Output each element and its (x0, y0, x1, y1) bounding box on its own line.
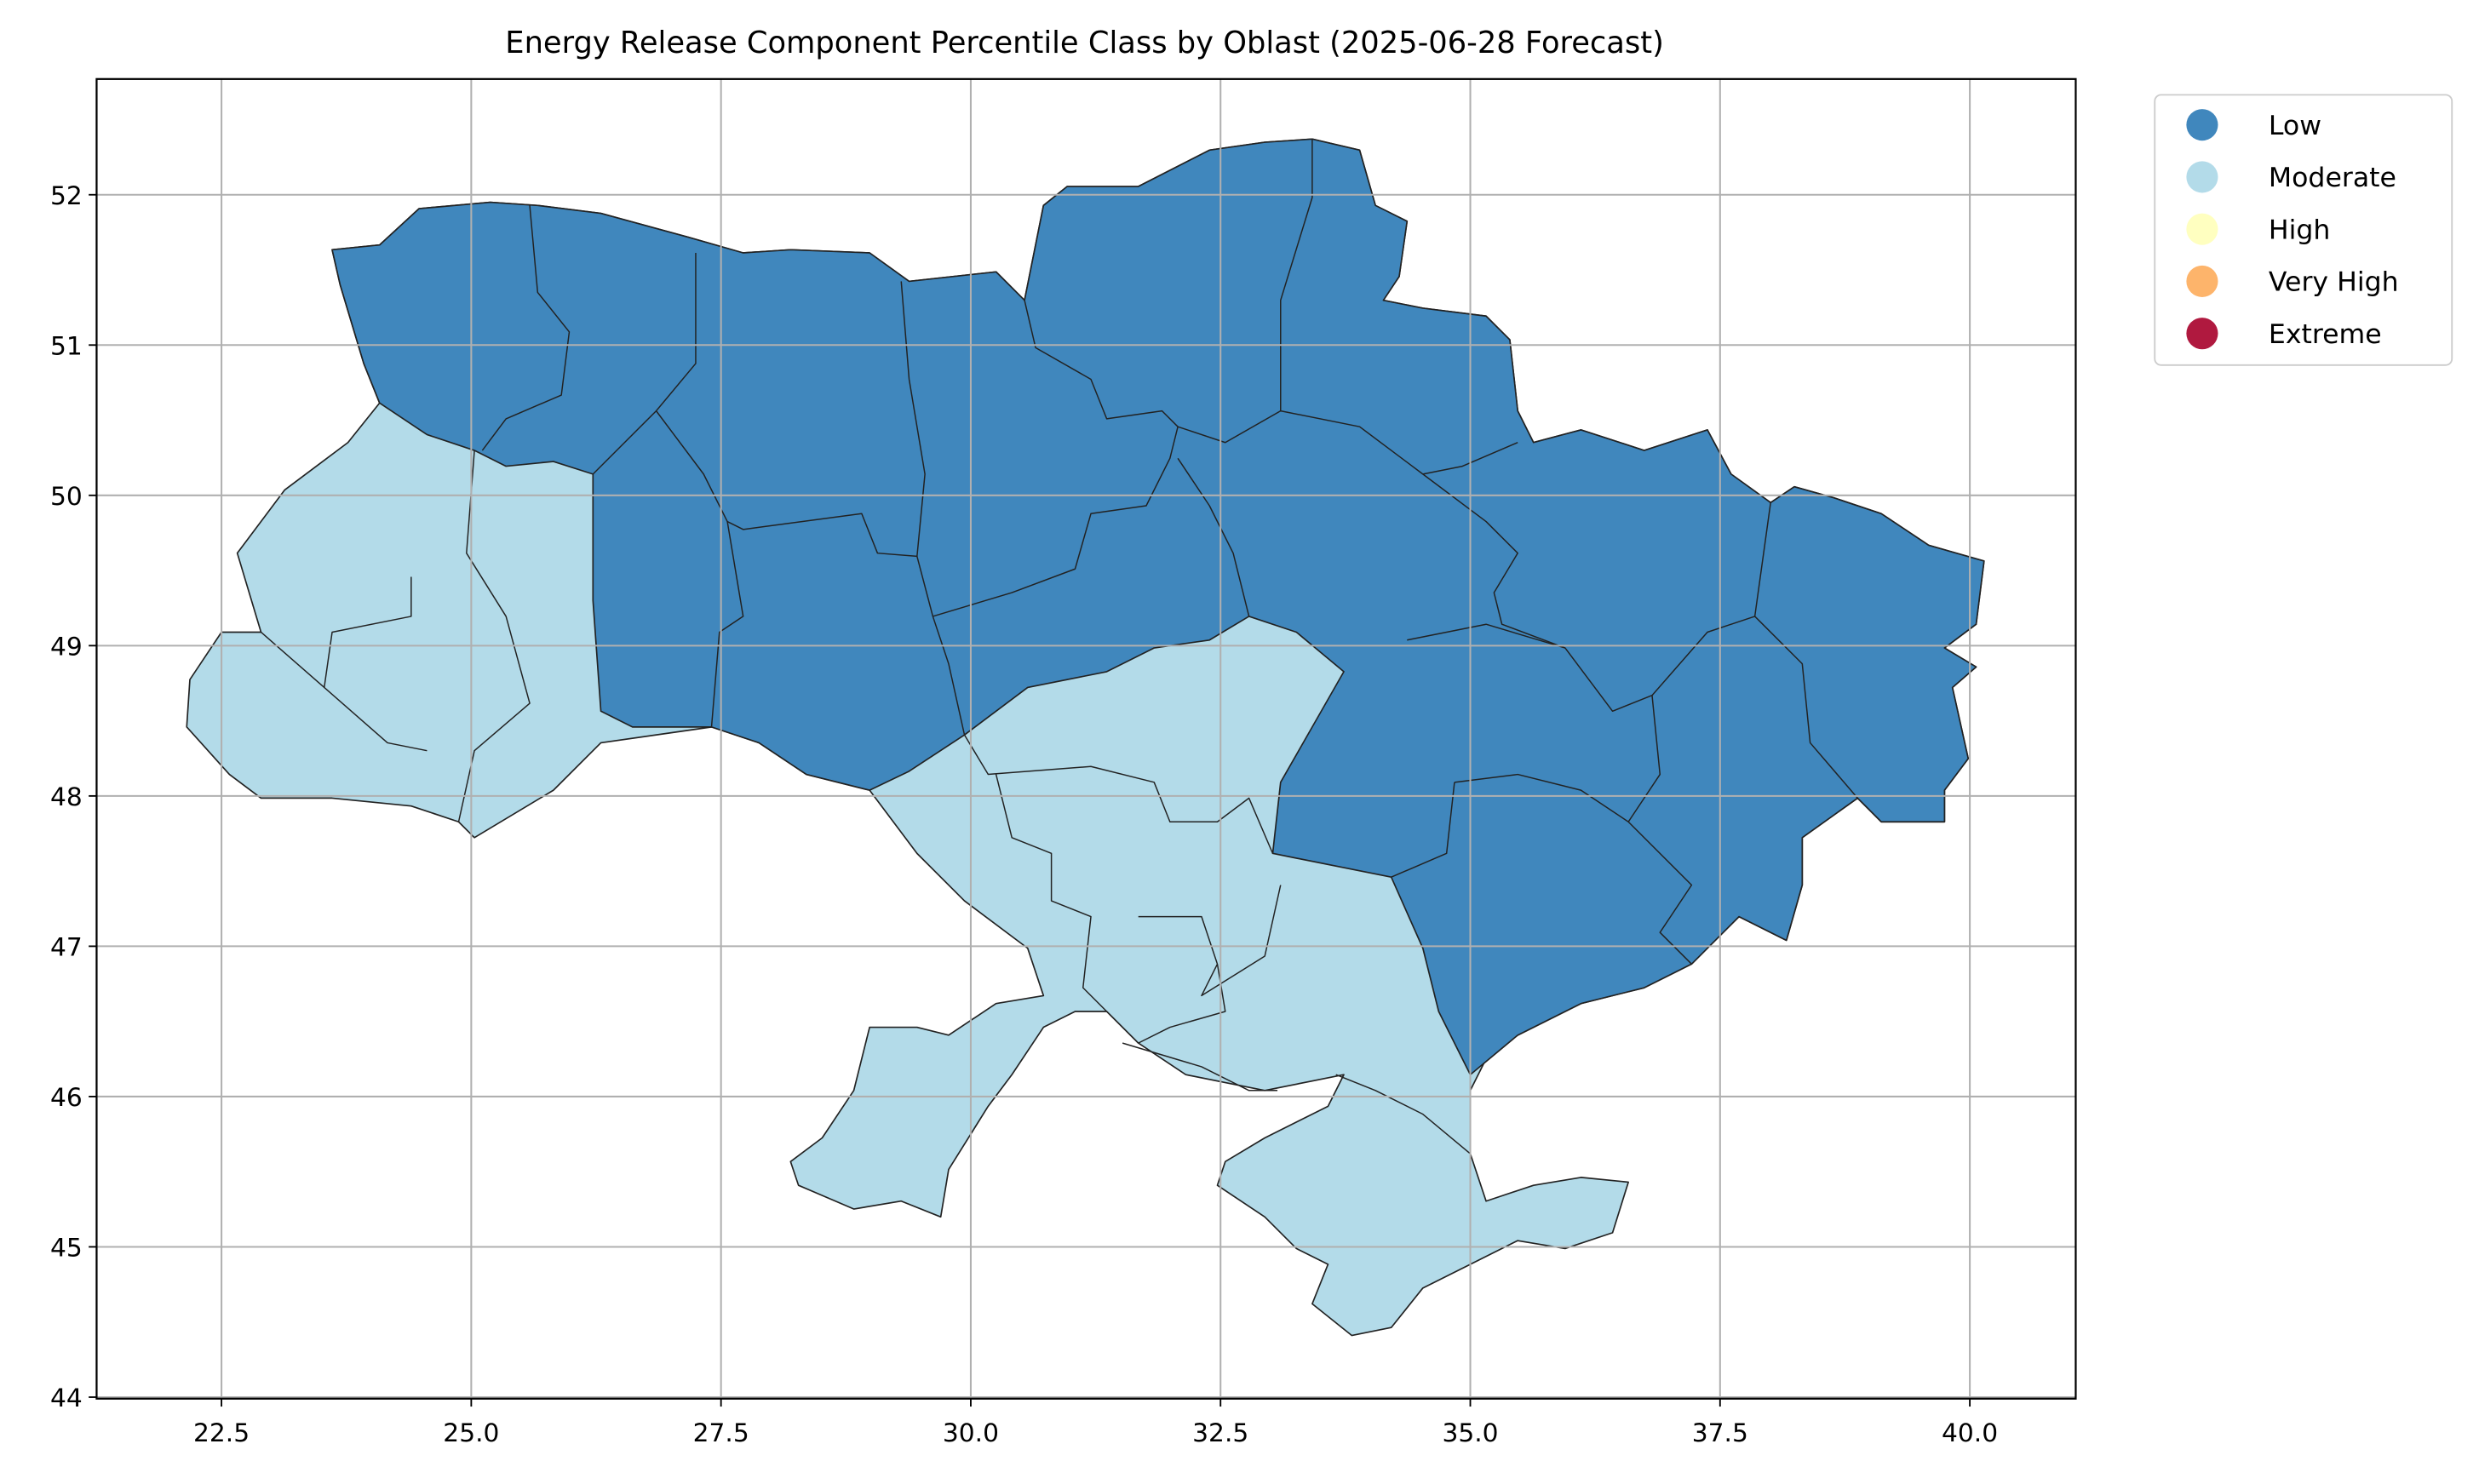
oblast-border (963, 734, 1471, 1155)
y-tick-label: 49 (50, 632, 83, 662)
oblast-border (1177, 139, 1313, 444)
x-tick-label: 30.0 (943, 1418, 999, 1448)
legend-swatch (2186, 161, 2218, 193)
legend-label: Very High (2269, 267, 2399, 298)
legend-swatch (2186, 213, 2218, 245)
legend-label: Low (2269, 111, 2321, 141)
axes-frame (95, 77, 2077, 1400)
region-low (331, 138, 1985, 1076)
legend-label: High (2269, 215, 2331, 245)
y-tick-label: 50 (50, 482, 83, 512)
oblast-border (655, 252, 926, 558)
regions (186, 138, 1985, 1337)
ticks: 22.5 25.0 27.5 30.0 32.5 35.0 37.5 40.0 44 45 46 47… (50, 181, 1998, 1448)
legend-label: Moderate (2269, 163, 2396, 193)
x-tick-label: 37.5 (1692, 1418, 1748, 1448)
oblast-border (916, 300, 1179, 736)
y-tick-label: 51 (50, 331, 83, 361)
legend-label: Extreme (2269, 319, 2382, 350)
legend: Low Moderate High Very High Extreme (2154, 94, 2453, 366)
y-tick-label: 47 (50, 933, 83, 963)
y-tick-label: 48 (50, 782, 83, 812)
x-tick-label: 27.5 (693, 1418, 749, 1448)
oblast-border (592, 410, 744, 727)
legend-swatch (2186, 265, 2218, 297)
legend-box (2154, 94, 2453, 366)
x-tick-label: 32.5 (1192, 1418, 1248, 1448)
x-tick-label: 25.0 (443, 1418, 499, 1448)
oblast-border (481, 205, 571, 451)
grid (96, 78, 2076, 1399)
y-tick-label: 45 (50, 1234, 83, 1263)
x-tick-label: 40.0 (1942, 1418, 1998, 1448)
y-tick-label: 52 (50, 181, 83, 211)
x-tick-label: 35.0 (1442, 1418, 1498, 1448)
legend-swatch (2186, 318, 2218, 350)
legend-swatch (2186, 109, 2218, 141)
y-tick-label: 46 (50, 1083, 83, 1113)
x-tick-label: 22.5 (193, 1418, 250, 1448)
y-tick-label: 44 (50, 1384, 83, 1413)
oblast-border (1391, 616, 1858, 878)
map-title: Energy Release Component Percentile Clas… (505, 26, 1664, 60)
coast-spit (1122, 1042, 1278, 1092)
